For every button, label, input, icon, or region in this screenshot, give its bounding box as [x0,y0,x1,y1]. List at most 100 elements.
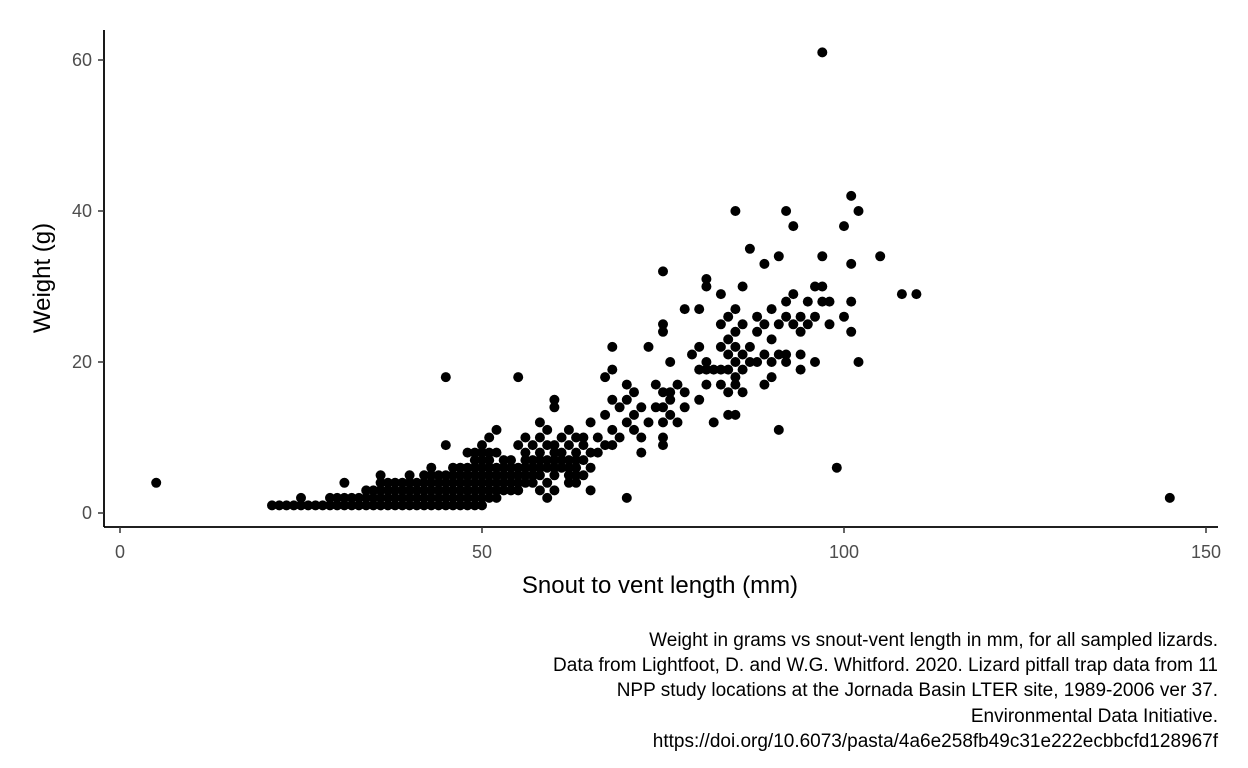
data-point [549,402,560,413]
data-point [846,258,857,269]
data-point [346,500,357,511]
data-point [527,477,538,488]
data-point [665,387,676,398]
data-point [506,470,516,481]
data-point [715,341,726,352]
data-point [455,462,466,473]
data-point [448,500,458,511]
data-point [788,221,799,232]
data-point [520,477,531,488]
y-tick-label: 20 [72,352,92,372]
data-point [317,500,328,511]
data-point [404,492,415,503]
data-point [477,492,487,503]
data-point [426,500,437,511]
data-point [636,447,647,458]
data-point [658,432,668,443]
data-point [534,462,545,473]
data-point [404,485,415,496]
data-point [433,485,444,496]
data-point [795,364,806,375]
x-tick-label: 100 [829,542,859,562]
data-point [520,432,531,443]
data-point [404,477,415,488]
y-tick-label: 40 [72,201,92,221]
data-point [563,440,574,451]
x-axis-title: Snout to vent length (mm) [522,572,798,599]
data-point [737,349,748,360]
data-point [563,455,574,466]
data-point [585,485,596,496]
data-point [506,455,516,466]
data-point [766,334,777,345]
data-point [411,477,422,488]
data-point [448,485,458,496]
data-point [672,417,683,428]
data-point [513,470,524,481]
data-point [527,462,538,473]
data-point [658,326,668,337]
data-point [759,319,770,330]
data-point [694,304,705,315]
data-point [563,470,574,481]
data-point [542,440,553,451]
data-point [810,311,820,322]
data-point [781,206,792,216]
data-point [440,440,451,451]
data-point [824,319,835,330]
data-point [810,357,820,367]
data-point [730,357,741,367]
data-point [875,251,886,262]
data-point [506,462,516,473]
data-point [621,492,632,503]
data-point [455,470,466,481]
data-point [563,477,574,488]
data-point [462,485,473,496]
data-point [556,432,567,443]
data-point [375,477,386,488]
data-point [484,455,495,466]
data-point [462,492,473,503]
data-point [730,409,741,420]
data-point [440,477,451,488]
x-tick-label: 150 [1191,542,1221,562]
data-point [658,417,668,428]
data-point [810,281,820,292]
data-point [513,440,524,451]
data-point [411,492,422,503]
data-point [542,477,553,488]
data-point [455,477,466,488]
data-point [549,470,560,481]
data-point [382,477,393,488]
data-point [911,289,922,300]
data-point [788,319,799,330]
data-point [419,500,430,511]
data-point [781,349,792,360]
data-point [534,447,545,458]
data-point [773,424,784,435]
data-point [397,477,408,488]
data-point [643,417,654,428]
data-point [766,372,777,383]
data-point [600,372,611,383]
points-layer [151,47,1175,511]
data-point [440,485,451,496]
data-point [433,470,444,481]
data-point [462,447,473,458]
data-point [636,402,647,413]
data-point [723,409,734,420]
data-point [448,470,458,481]
data-point [469,462,480,473]
data-point [788,289,799,300]
data-point [332,492,343,503]
data-point [730,341,741,352]
data-point [730,379,741,390]
data-point [448,492,458,503]
data-point [817,251,828,262]
data-point [361,485,372,496]
data-point [361,500,372,511]
data-point [368,492,379,503]
data-point [737,281,748,292]
data-point [549,447,560,458]
